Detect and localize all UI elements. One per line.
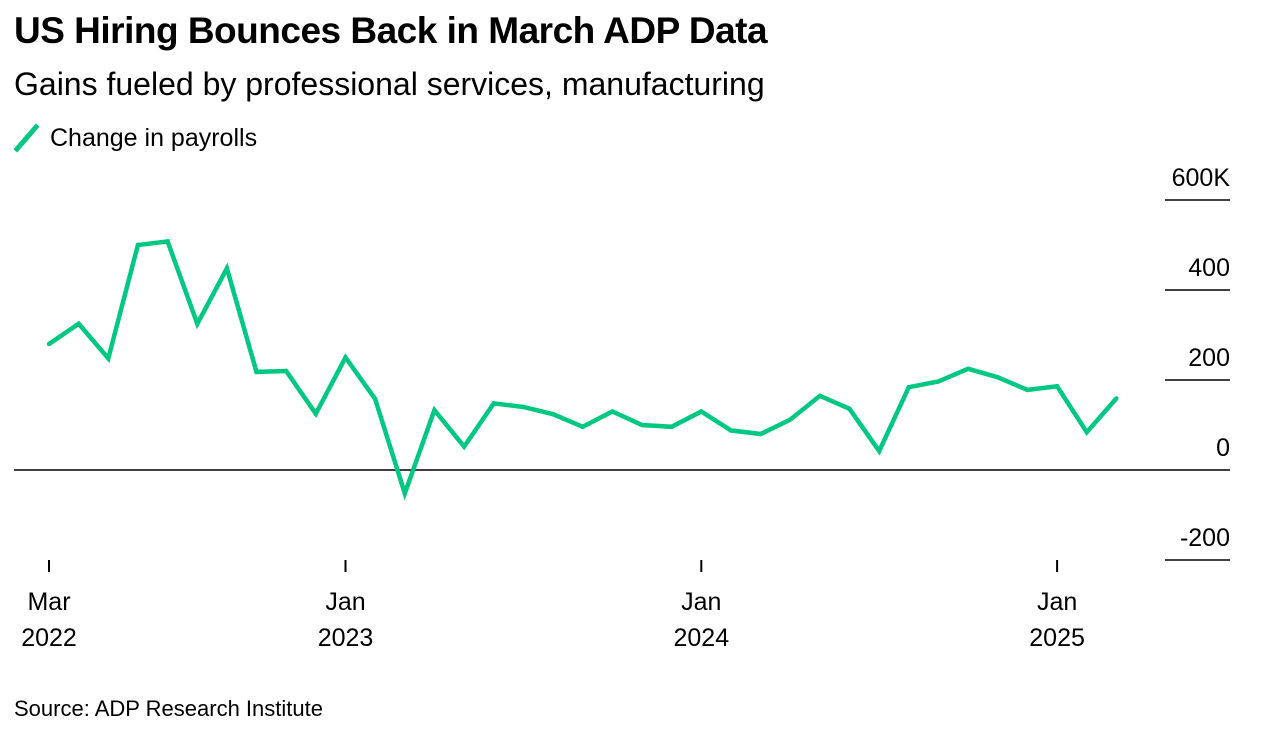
data-point (1114, 396, 1119, 401)
data-point (550, 412, 556, 417)
source-note: Source: ADP Research Institute (14, 696, 323, 721)
data-point (1054, 384, 1060, 389)
data-point (372, 396, 378, 402)
x-tick-label-month: Jan (681, 588, 721, 616)
y-axis: -200 0 200 400 600K (14, 164, 1231, 561)
data-point (995, 375, 1000, 380)
x-tick-label-month: Jan (1037, 588, 1077, 616)
data-point (195, 321, 200, 326)
data-point (936, 379, 941, 384)
data-point (46, 341, 52, 347)
data-point (1084, 430, 1090, 435)
data-point (847, 406, 852, 411)
data-point (1025, 387, 1030, 393)
data-point (521, 404, 526, 410)
series-layer (46, 238, 1119, 501)
data-point (639, 422, 645, 428)
x-tick-label-year: 2025 (1029, 624, 1085, 652)
data-point (165, 239, 170, 244)
y-tick-label: 400 (1188, 254, 1230, 282)
data-point (699, 409, 704, 414)
data-point (491, 401, 496, 406)
data-point (669, 424, 674, 429)
data-point (610, 409, 615, 414)
legend-label: Change in payrolls (50, 123, 258, 152)
legend-swatch-line-icon (14, 123, 40, 153)
data-point (432, 407, 437, 413)
data-point (906, 385, 911, 390)
y-tick-label: 200 (1188, 344, 1230, 372)
data-point (106, 356, 111, 361)
line-chart: -200 0 200 400 600K Mar 2022 Jan 2023 Jan 2024 Jan… (14, 164, 1231, 652)
x-tick-label-year: 2024 (673, 624, 729, 652)
data-point (313, 411, 318, 416)
x-tick-label-month: Mar (27, 588, 70, 616)
y-tick-label: 0 (1216, 434, 1230, 462)
series-line-change-in-payrolls (47, 238, 1119, 501)
data-point (788, 417, 793, 422)
chart-subtitle: Gains fueled by professional services, m… (14, 66, 765, 102)
chart-title: US Hiring Bounces Back in March ADP Data (14, 10, 768, 51)
x-axis: Mar 2022 Jan 2023 Jan 2024 Jan 2025 (21, 560, 1085, 652)
y-tick-label: 600K (1172, 164, 1231, 192)
x-tick-label-year: 2023 (318, 624, 374, 652)
data-point (817, 393, 823, 398)
data-point (728, 428, 734, 433)
data-point (877, 448, 882, 454)
data-point (580, 424, 585, 429)
x-tick-label-year: 2022 (21, 624, 77, 652)
data-point (135, 242, 141, 248)
data-point (343, 355, 348, 360)
x-tick-label-month: Jan (325, 588, 365, 616)
data-point (76, 321, 81, 326)
legend: Change in payrolls (14, 121, 257, 155)
data-point (402, 491, 407, 496)
y-tick-label: -200 (1180, 524, 1230, 552)
data-point (284, 368, 289, 374)
data-point (254, 369, 259, 375)
data-point (461, 444, 467, 449)
data-point (224, 266, 230, 271)
data-point (758, 431, 763, 437)
data-point (965, 366, 971, 371)
